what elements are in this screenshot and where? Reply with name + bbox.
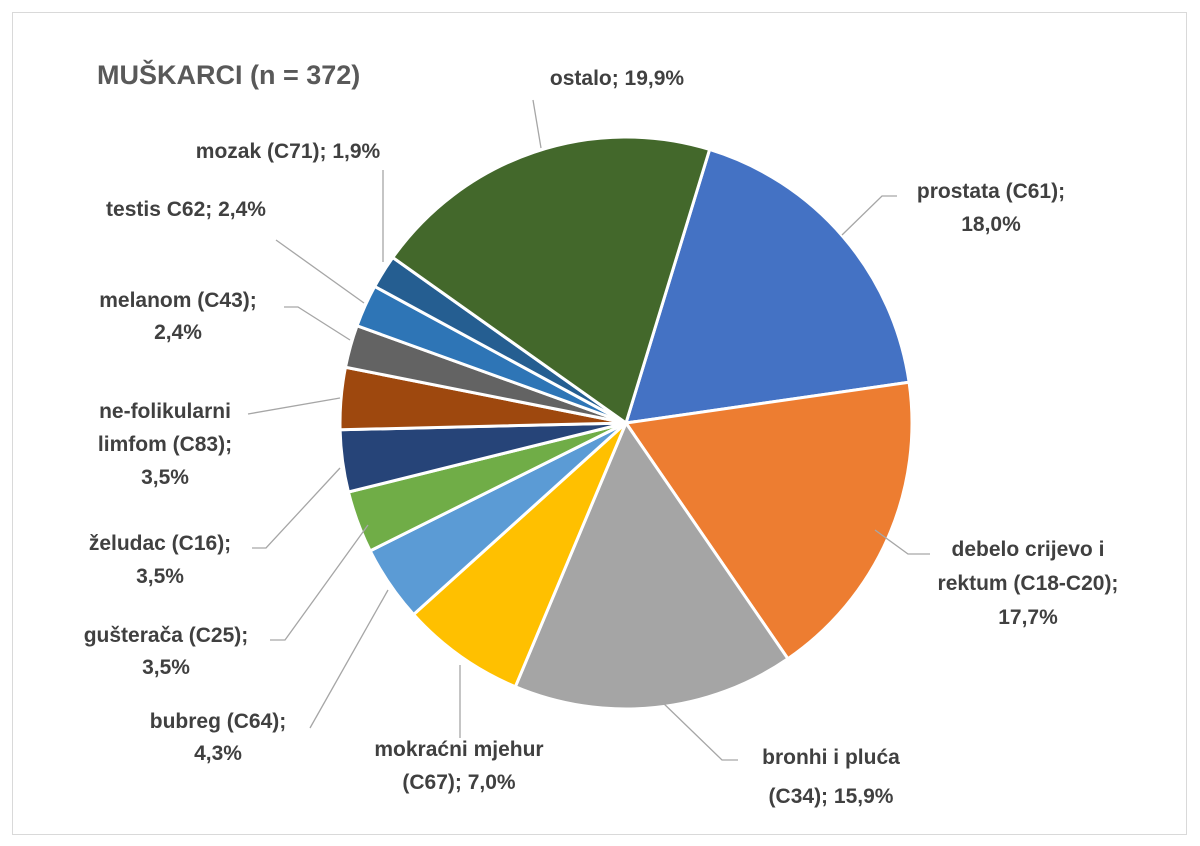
- leader-line-melanom: [284, 306, 351, 341]
- data-label-line: (C34); 15,9%: [769, 785, 894, 808]
- data-label-debelo: debelo crijevo i rektum (C18-C20); 17,7%: [938, 538, 1119, 629]
- leader-line-ostalo: [532, 99, 542, 149]
- data-label-line: mokraćni mjehur: [374, 738, 543, 761]
- leader-line-prostata: [841, 195, 897, 236]
- data-label-ostalo: ostalo; 19,9%: [550, 67, 685, 90]
- data-label-line: gušterača (C25);: [84, 624, 249, 647]
- data-label-line: 17,7%: [998, 606, 1058, 629]
- pie-slice-ostalo: [391, 135, 712, 425]
- data-label-limfom: ne-folikularni limfom (C83); 3,5%: [98, 400, 232, 489]
- chart-area: [12, 12, 1187, 835]
- pie-slice-debelo: [624, 380, 914, 661]
- data-label-line: rektum (C18-C20);: [938, 572, 1119, 595]
- data-label-line: 3,5%: [136, 565, 184, 588]
- data-label-testis: testis C62; 2,4%: [106, 198, 266, 221]
- leader-line-limfom: [247, 397, 341, 415]
- chart-title: MUŠKARCI (n = 372): [97, 59, 360, 90]
- pie-slices: [338, 135, 914, 711]
- data-label-line: debelo crijevo i: [952, 538, 1105, 561]
- data-label-line: bronhi i pluća: [762, 746, 900, 769]
- leader-line-bronhi: [659, 699, 738, 761]
- leader-line-debelo: [874, 529, 930, 555]
- data-label-line: bubreg (C64);: [150, 710, 287, 733]
- data-label-mokracni: mokraćni mjehur (C67); 7,0%: [374, 738, 543, 794]
- data-label-line: želudac (C16);: [89, 532, 231, 555]
- pie-slice-mokraćni: [412, 421, 628, 689]
- data-label-line: melanom (C43);: [99, 289, 257, 312]
- data-label-prostata: prostata (C61); 18,0%: [917, 180, 1065, 236]
- pie-slice-bronhi: [513, 421, 790, 711]
- data-label-line: prostata (C61);: [917, 180, 1065, 203]
- leader-lines: [247, 99, 930, 761]
- leader-line-zeludac: [252, 467, 341, 549]
- leader-line-bubreg: [309, 589, 389, 729]
- leader-line-testis: [275, 239, 365, 304]
- data-label-bronhi: bronhi i pluća (C34); 15,9%: [762, 746, 900, 808]
- data-label-melanom: melanom (C43); 2,4%: [99, 289, 257, 344]
- data-label-mozak: mozak (C71); 1,9%: [196, 140, 381, 163]
- data-label-bubreg: bubreg (C64); 4,3%: [150, 710, 287, 765]
- data-label-zeludac: želudac (C16); 3,5%: [89, 532, 231, 588]
- data-label-line: 3,5%: [142, 656, 190, 679]
- pie-slice-prostata: [624, 147, 911, 425]
- data-label-gusteraca: gušterača (C25); 3,5%: [84, 624, 249, 679]
- data-label-line: limfom (C83);: [98, 433, 232, 456]
- data-label-line: 2,4%: [154, 321, 202, 344]
- leader-line-gusteraca: [270, 524, 369, 641]
- data-label-line: 3,5%: [141, 466, 189, 489]
- data-label-line: 18,0%: [961, 213, 1021, 236]
- data-label-line: ne-folikularni: [99, 400, 231, 423]
- data-label-line: 4,3%: [194, 742, 242, 765]
- data-label-line: (C67); 7,0%: [402, 771, 516, 794]
